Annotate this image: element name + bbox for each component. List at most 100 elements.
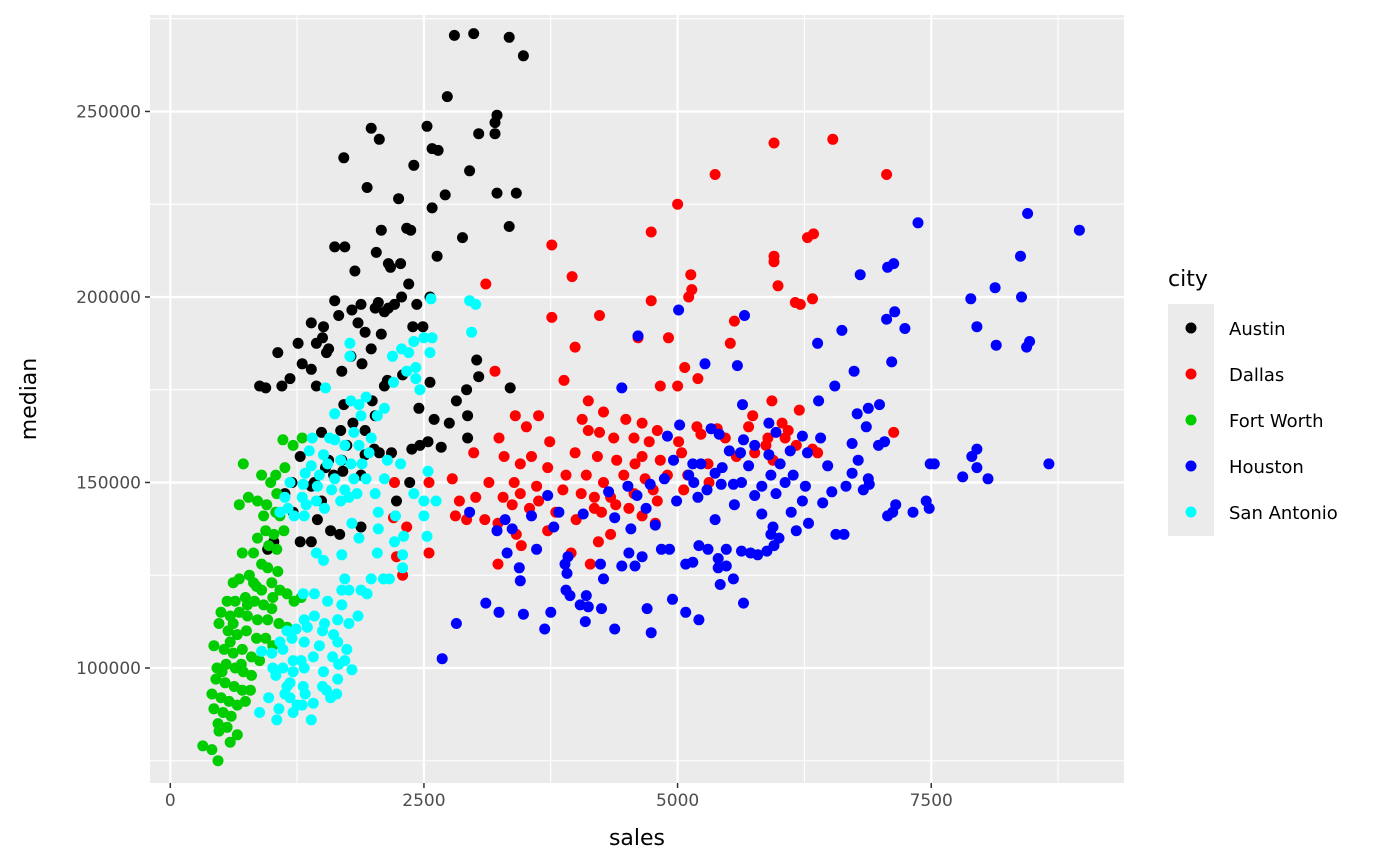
data-point (346, 517, 358, 529)
data-point (616, 382, 628, 394)
data-point (851, 408, 863, 420)
data-point (737, 399, 748, 411)
major-gridlines (150, 15, 1124, 783)
data-point (414, 384, 426, 396)
data-point (564, 590, 576, 602)
data-point (239, 695, 251, 707)
data-point (365, 122, 377, 134)
data-point (231, 729, 243, 741)
data-point (418, 332, 430, 344)
data-point (375, 328, 387, 340)
data-point (836, 324, 848, 336)
data-point (705, 423, 717, 435)
data-point (462, 410, 474, 422)
data-point (735, 447, 746, 459)
data-point (206, 688, 218, 700)
data-point (236, 684, 248, 696)
data-point (854, 269, 866, 281)
data-point (774, 458, 786, 470)
data-point (802, 447, 813, 459)
data-point (503, 221, 515, 232)
data-point (329, 408, 341, 420)
data-point (693, 614, 705, 626)
legend-items: Austin Dallas Fort Worth Houston San Antonio (1185, 319, 1338, 524)
data-point (426, 143, 438, 155)
data-point (770, 426, 782, 438)
data-point (287, 655, 299, 667)
data-point (768, 137, 780, 149)
data-point (359, 425, 371, 436)
data-point (852, 454, 864, 466)
data-point (489, 128, 501, 140)
data-point (305, 536, 317, 548)
data-point (857, 484, 869, 496)
data-point (317, 625, 328, 637)
data-point (396, 291, 408, 303)
data-point (501, 547, 513, 559)
data-point (353, 439, 365, 451)
data-point (212, 755, 224, 767)
data-point (907, 506, 919, 518)
data-point (874, 399, 885, 411)
data-point (335, 425, 347, 436)
data-point (542, 462, 554, 474)
legend-title: city (1168, 267, 1208, 292)
data-point (311, 514, 323, 526)
data-point (449, 510, 461, 522)
data-point (425, 293, 437, 305)
data-point (838, 528, 850, 540)
data-point (776, 417, 788, 429)
data-point (349, 265, 361, 277)
minor-gridlines (150, 15, 1124, 783)
data-point (307, 651, 319, 663)
data-point (254, 707, 266, 718)
data-point (410, 362, 422, 373)
data-point (802, 232, 813, 244)
data-point (848, 365, 860, 377)
data-point (1073, 224, 1085, 236)
data-point (882, 510, 894, 522)
data-point (256, 584, 268, 596)
data-point (318, 666, 329, 678)
data-point (296, 358, 308, 370)
data-point (480, 597, 492, 609)
data-point (888, 426, 900, 438)
data-point (787, 469, 799, 481)
data-point (497, 491, 509, 503)
data-point (738, 597, 749, 609)
data-point (248, 547, 259, 559)
data-point (466, 326, 478, 338)
data-point (498, 451, 510, 462)
data-point (310, 380, 322, 392)
data-point (679, 362, 691, 373)
data-point (274, 506, 286, 518)
data-point (1016, 291, 1027, 303)
data-point (673, 304, 685, 316)
data-point (356, 358, 368, 370)
data-point (266, 577, 278, 589)
data-point (561, 567, 573, 579)
data-point (553, 506, 565, 518)
data-point (408, 336, 420, 347)
data-point (584, 558, 596, 570)
data-point (252, 614, 263, 626)
data-point (223, 695, 235, 707)
data-point (817, 497, 829, 509)
data-point (603, 486, 615, 498)
data-point (649, 519, 661, 531)
data-point (408, 488, 420, 500)
data-point (273, 703, 285, 715)
data-point (254, 655, 266, 667)
data-point (663, 332, 674, 344)
legend-label: Dallas (1229, 365, 1284, 386)
legend: city Austin Dallas Fort Worth Houston San An… (1168, 267, 1338, 536)
data-point (542, 490, 554, 501)
data-point (515, 540, 527, 552)
data-point (756, 508, 768, 520)
data-point (461, 384, 473, 396)
data-point (640, 502, 652, 514)
data-point (514, 488, 526, 500)
data-point (277, 662, 289, 674)
data-point (276, 380, 288, 392)
data-point (509, 410, 521, 422)
